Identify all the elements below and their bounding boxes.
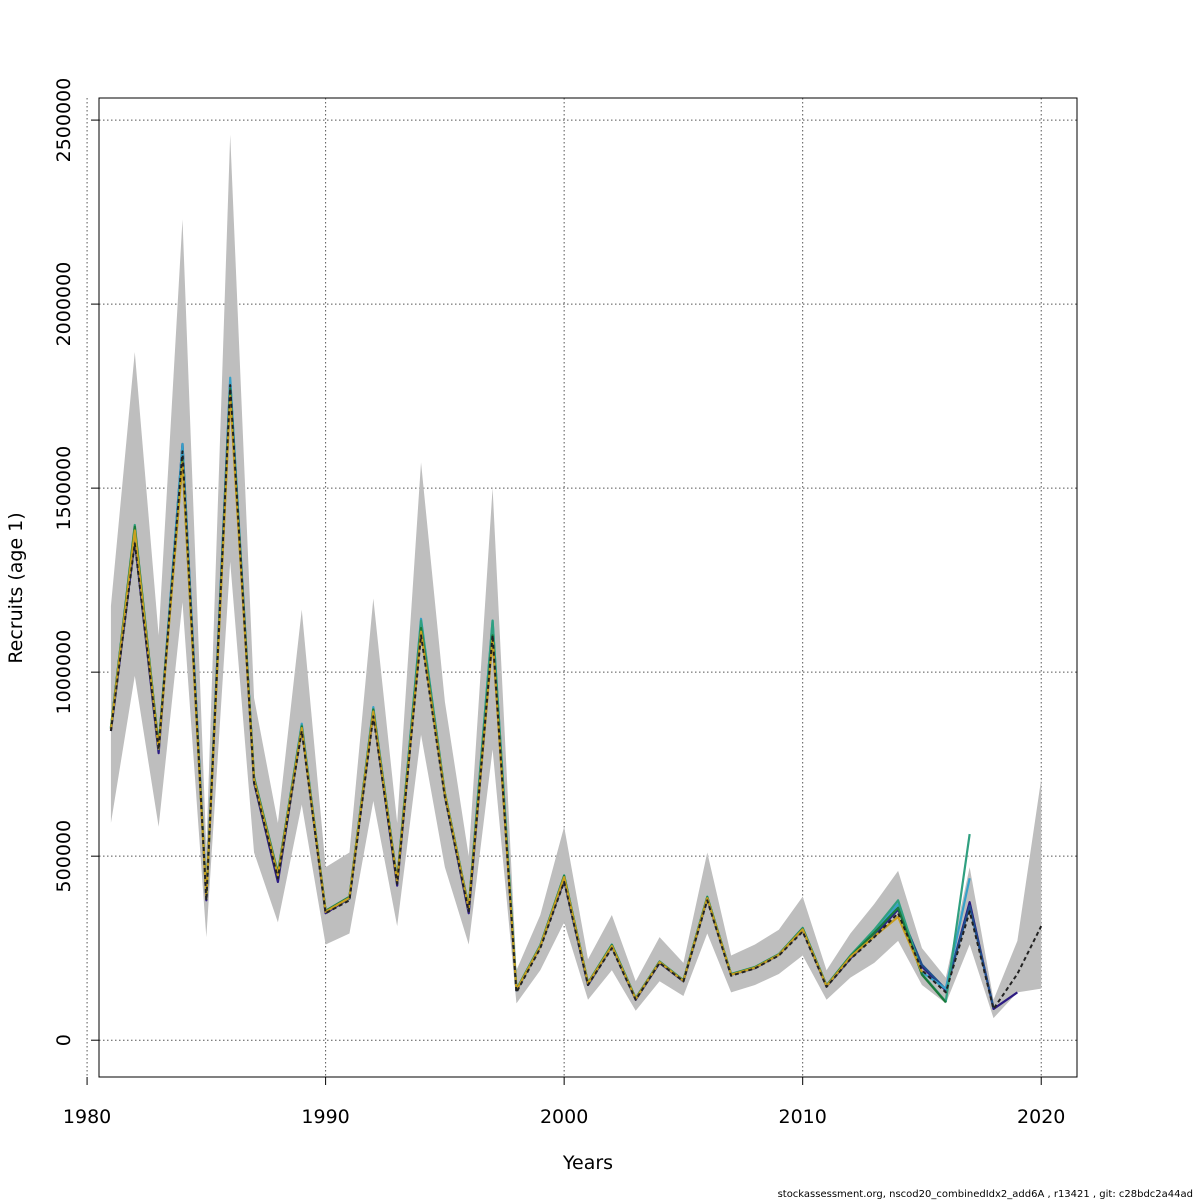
plot-frame <box>98 97 1078 1078</box>
confidence-band-area <box>110 134 1042 1019</box>
x-tick-label: 2000 <box>540 1106 588 1128</box>
y-axis: 0 500000 1000000 1500000 2000000 2500000 <box>53 78 99 1046</box>
y-tick-label: 0 <box>53 1034 75 1046</box>
x-tick-label: 2010 <box>779 1106 827 1128</box>
series-line <box>109 384 1043 1010</box>
y-tick-label: 500000 <box>53 820 75 893</box>
x-tick-label: 1990 <box>301 1106 349 1128</box>
series-lines <box>109 376 1043 1011</box>
confidence-band <box>110 134 1042 1019</box>
x-axis: 1980 1990 2000 2010 2020 <box>63 1077 1065 1128</box>
y-tick-label: 2000000 <box>53 262 75 347</box>
y-tick-label: 1500000 <box>53 446 75 531</box>
y-tick-label: 2500000 <box>53 78 75 163</box>
x-axis-title: Years <box>562 1152 613 1174</box>
x-tick-label: 1980 <box>63 1106 111 1128</box>
y-axis-title: Recruits (age 1) <box>5 512 27 663</box>
footer-note: stockassessment.org, nscod20_combinedIdx… <box>778 1189 1193 1200</box>
x-tick-label: 2020 <box>1017 1106 1065 1128</box>
grid-lines <box>86 98 1077 1077</box>
y-tick-label: 1000000 <box>53 630 75 715</box>
